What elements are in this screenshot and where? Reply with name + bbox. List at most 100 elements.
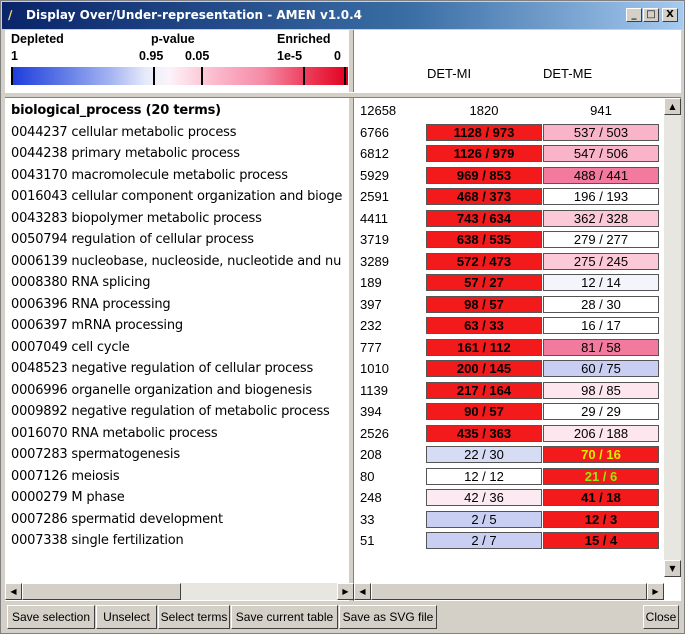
unselect-button[interactable]: Unselect <box>96 605 157 629</box>
window-title: Display Over/Under-representation - AMEN… <box>26 8 362 22</box>
det-mi-cell[interactable]: 57 / 27 <box>426 274 542 291</box>
term-row[interactable]: 0009892 negative regulation of metabolic… <box>11 404 330 419</box>
term-row[interactable]: 0048523 negative regulation of cellular … <box>11 361 314 376</box>
term-row[interactable]: 0006396 RNA processing <box>11 296 171 312</box>
scroll-right-arrow-icon[interactable]: ▶ <box>337 583 354 600</box>
maximize-button[interactable]: □ <box>643 8 659 22</box>
det-me-cell[interactable]: 15 / 4 <box>543 532 659 549</box>
det-me-cell[interactable]: 41 / 18 <box>543 489 659 506</box>
select-terms-button[interactable]: Select terms <box>158 605 230 629</box>
save-selection-button[interactable]: Save selection <box>7 605 95 629</box>
term-row[interactable]: 0016043 cellular component organization … <box>11 189 343 204</box>
det-me-cell[interactable]: 81 / 58 <box>543 338 659 356</box>
terms-list: biological_process (20 terms) 0044237 ce… <box>5 98 348 577</box>
gradient-tick <box>153 67 155 85</box>
term-row[interactable]: 0044238 primary metabolic process <box>11 146 240 161</box>
term-row[interactable]: 0000279 M phase <box>11 490 125 505</box>
det-mi-cell[interactable]: 1128 / 973 <box>426 123 542 141</box>
terms-scroll-thumb[interactable] <box>22 583 181 600</box>
scroll-up-arrow-icon[interactable]: ▲ <box>664 98 681 115</box>
term-row[interactable]: 0016070 RNA metabolic process <box>11 425 218 441</box>
det-me-cell[interactable]: 12 / 3 <box>543 510 659 528</box>
save-current-table-button[interactable]: Save current table <box>231 605 338 629</box>
term-row[interactable]: 0043170 macromolecule metabolic process <box>11 167 288 183</box>
det-me-cell[interactable]: 29 / 29 <box>543 403 659 420</box>
det-me-cell[interactable]: 279 / 277 <box>543 231 659 248</box>
scroll-right-arrow-icon[interactable]: ▶ <box>647 583 664 600</box>
title-bar[interactable]: ∕ Display Over/Under-representation - AM… <box>2 2 683 29</box>
term-row[interactable]: 0050794 regulation of cellular process <box>11 232 254 247</box>
term-count: 1139 <box>360 382 388 398</box>
column-header-det-mi: DET-MI <box>427 66 472 81</box>
close-window-button[interactable]: X <box>662 8 678 22</box>
vertical-scrollbar[interactable]: ▲ ▼ <box>664 98 681 577</box>
det-me-cell[interactable]: 547 / 506 <box>543 145 659 162</box>
det-mi-cell[interactable]: 468 / 373 <box>426 188 542 205</box>
det-me-cell[interactable]: 70 / 16 <box>543 446 659 463</box>
gradient-tick <box>201 67 203 85</box>
det-mi-cell[interactable]: 435 / 363 <box>426 424 542 442</box>
det-mi-cell[interactable]: 200 / 145 <box>426 360 542 377</box>
det-me-cell[interactable]: 98 / 85 <box>543 381 659 399</box>
minimize-button[interactable]: _ <box>626 8 642 22</box>
term-row[interactable]: 0006397 mRNA processing <box>11 318 183 333</box>
term-row[interactable]: 0007338 single fertilization <box>11 533 184 548</box>
det-me-cell[interactable]: 60 / 75 <box>543 360 659 377</box>
det-me-cell[interactable]: 488 / 441 <box>543 166 659 184</box>
term-row[interactable]: 0007283 spermatogenesis <box>11 447 180 462</box>
term-row[interactable]: 0007126 meiosis <box>11 468 120 484</box>
term-row[interactable]: 0008380 RNA splicing <box>11 275 151 290</box>
det-mi-cell[interactable]: 90 / 57 <box>426 403 542 420</box>
horizontal-splitter[interactable] <box>5 92 681 98</box>
det-mi-cell[interactable]: 2 / 7 <box>426 532 542 549</box>
scroll-left-arrow-icon[interactable]: ◀ <box>354 583 371 600</box>
det-me-cell[interactable]: 21 / 6 <box>543 467 659 485</box>
det-me-cell[interactable]: 537 / 503 <box>543 123 659 141</box>
depleted-label: Depleted <box>11 32 64 46</box>
det-me-cell[interactable]: 196 / 193 <box>543 188 659 205</box>
det-mi-cell[interactable]: 63 / 33 <box>426 317 542 334</box>
terms-horizontal-scrollbar[interactable]: ◀ ▶ <box>5 583 354 600</box>
category-header[interactable]: biological_process (20 terms) <box>11 103 221 118</box>
det-me-cell[interactable]: 362 / 328 <box>543 209 659 227</box>
term-row[interactable]: 0007286 spermatid development <box>11 511 223 527</box>
term-row[interactable]: 0006139 nucleobase, nucleoside, nucleoti… <box>11 253 342 269</box>
data-horizontal-scrollbar[interactable]: ◀ ▶ <box>354 583 664 600</box>
legend-tick-1: 1 <box>11 49 18 63</box>
data-table: 12658 1820 941 6766 1128 / 973 537 / 503 68… <box>354 98 664 577</box>
det-me-cell[interactable]: 275 / 245 <box>543 252 659 270</box>
close-button[interactable]: Close <box>643 605 679 629</box>
term-row[interactable]: 0044237 cellular metabolic process <box>11 124 237 140</box>
scroll-left-arrow-icon[interactable]: ◀ <box>5 583 22 600</box>
scroll-down-arrow-icon[interactable]: ▼ <box>664 560 681 577</box>
det-mi-cell[interactable]: 743 / 634 <box>426 209 542 227</box>
term-row[interactable]: 0006996 organelle organization and bioge… <box>11 382 312 398</box>
det-me-cell[interactable]: 206 / 188 <box>543 424 659 442</box>
det-mi-cell[interactable]: 161 / 112 <box>426 338 542 356</box>
det-mi-cell[interactable]: 1126 / 979 <box>426 145 542 162</box>
det-me-cell[interactable]: 12 / 14 <box>543 274 659 291</box>
term-count: 248 <box>360 490 382 505</box>
det-mi-cell[interactable]: 217 / 164 <box>426 381 542 399</box>
term-count: 2526 <box>360 425 389 441</box>
det-mi-cell[interactable]: 638 / 535 <box>426 231 542 248</box>
det-mi-cell[interactable]: 969 / 853 <box>426 166 542 184</box>
save-svg-button[interactable]: Save as SVG file <box>339 605 437 629</box>
det-mi-cell[interactable]: 98 / 57 <box>426 295 542 313</box>
term-count: 208 <box>360 447 382 462</box>
main-content: Depleted p-value Enriched 1 0.95 0.05 1e… <box>5 30 681 601</box>
det-mi-cell[interactable]: 572 / 473 <box>426 252 542 270</box>
det-mi-cell[interactable]: 2 / 5 <box>426 510 542 528</box>
category-total-count: 12658 <box>360 103 397 118</box>
term-row[interactable]: 0043283 biopolymer metabolic process <box>11 210 262 226</box>
term-row[interactable]: 0007049 cell cycle <box>11 339 130 355</box>
det-mi-cell[interactable]: 22 / 30 <box>426 446 542 463</box>
term-count: 6812 <box>360 146 389 161</box>
det-mi-cell[interactable]: 12 / 12 <box>426 467 542 485</box>
vertical-splitter[interactable] <box>348 30 354 601</box>
legend-tick-0: 0 <box>334 49 341 63</box>
det-me-cell[interactable]: 16 / 17 <box>543 317 659 334</box>
data-scroll-thumb[interactable] <box>371 583 647 600</box>
det-mi-cell[interactable]: 42 / 36 <box>426 489 542 506</box>
det-me-cell[interactable]: 28 / 30 <box>543 295 659 313</box>
